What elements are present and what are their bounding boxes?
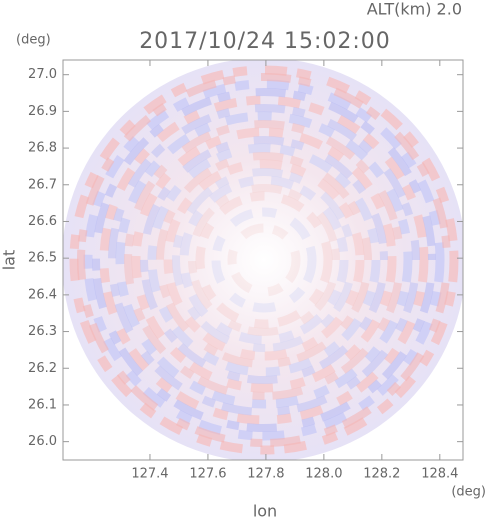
y-axis-label: lat	[0, 250, 19, 271]
y-tick-label: 26.0	[28, 434, 57, 449]
x-unit: (deg)	[451, 485, 486, 500]
axes: 127.4 127.6 127.8 128.0 128.2 128.4 26.0 26.1 26…	[28, 60, 463, 482]
plot-frame	[62, 59, 464, 461]
x-tick-label: 127.8	[247, 467, 284, 482]
x-tick-label: 128.2	[363, 467, 400, 482]
y-tick-label: 26.4	[28, 287, 57, 302]
x-tick-label: 128.4	[421, 467, 458, 482]
y-tick-label: 26.8	[28, 141, 57, 156]
y-tick-label: 27.0	[28, 67, 57, 82]
chart-title: 2017/10/24 15:02:00	[139, 29, 391, 54]
y-tick-label: 26.2	[28, 361, 57, 376]
y-tick-label: 26.1	[28, 397, 57, 412]
y-tick-label: 26.7	[28, 177, 57, 192]
y-unit: (deg)	[16, 33, 51, 48]
x-tick-label: 127.6	[189, 467, 226, 482]
altitude-label: ALT(km) 2.0	[367, 0, 462, 19]
x-tick-label: 128.0	[305, 467, 342, 482]
y-tick-label: 26.3	[28, 324, 57, 339]
radar-field	[63, 60, 463, 460]
y-tick-label: 26.6	[28, 214, 57, 229]
x-tick-label: 127.4	[131, 467, 168, 482]
x-axis-label: lon	[253, 502, 277, 521]
y-tick-label: 26.5	[28, 251, 57, 266]
y-tick-label: 26.9	[28, 104, 57, 119]
